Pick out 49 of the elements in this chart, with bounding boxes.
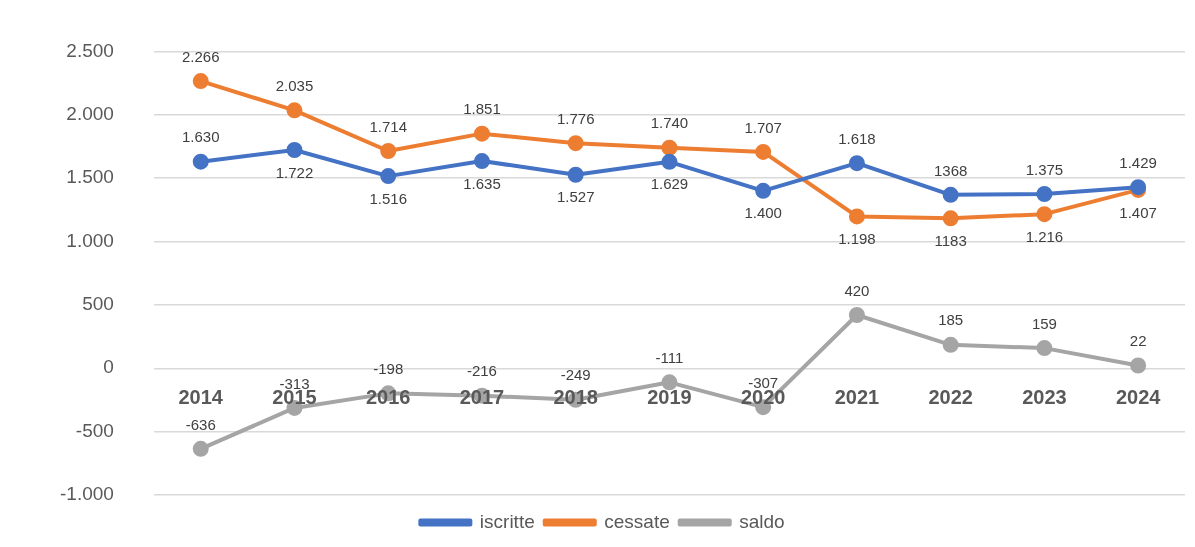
data-label: -216: [466, 362, 497, 380]
data-label: 1.618: [838, 129, 876, 147]
legend-label: cessate: [604, 510, 670, 532]
data-label: 22: [1129, 332, 1147, 350]
data-label: 1.400: [744, 204, 782, 222]
data-label: 420: [844, 281, 870, 299]
data-label: 2.035: [275, 76, 314, 94]
data-label: -198: [373, 359, 404, 377]
legend-label: saldo: [739, 510, 785, 532]
data-label: 1.635: [463, 174, 501, 192]
legend-label: iscritte: [479, 510, 535, 532]
data-label: 1.216: [1025, 227, 1064, 245]
data-label: 1183: [934, 231, 967, 249]
data-label: 185: [938, 311, 964, 329]
data-label: 1.714: [369, 117, 407, 135]
y-tick-label: 2.500: [66, 39, 114, 61]
data-label: 1.629: [650, 175, 689, 193]
y-tick-label: -1.000: [60, 483, 114, 505]
data-label: 1.707: [744, 118, 782, 136]
data-label: -249: [560, 366, 591, 384]
data-label: 1.527: [556, 188, 595, 206]
data-label: 1.722: [275, 163, 314, 181]
y-tick-label: -500: [75, 419, 114, 441]
x-tick-label: 2021: [834, 385, 880, 408]
y-tick-label: 500: [82, 293, 114, 315]
x-tick-label: 2019: [647, 385, 692, 408]
y-tick-label: 0: [103, 356, 114, 378]
x-tick-label: 2023: [1022, 385, 1067, 408]
y-tick-label: 1.500: [66, 166, 114, 188]
x-tick-label: 2024: [1115, 385, 1162, 408]
data-label: 1.516: [369, 189, 407, 207]
x-tick-label: 2014: [178, 385, 224, 408]
data-label: 1.198: [838, 230, 876, 248]
x-tick-label: 2022: [928, 385, 973, 408]
data-label: -636: [185, 415, 216, 433]
data-label: 1.851: [463, 100, 501, 118]
data-label: -111: [655, 348, 684, 366]
data-label: 1368: [933, 161, 968, 179]
data-label: 1.375: [1025, 160, 1064, 178]
y-tick-label: 1.000: [66, 229, 114, 251]
data-label: 1.630: [181, 128, 220, 146]
data-label: 1.429: [1119, 153, 1157, 171]
data-label: 1.407: [1119, 203, 1157, 221]
data-label: 1.740: [650, 114, 689, 132]
data-label: 159: [1031, 314, 1057, 332]
x-tick-label: 2016: [365, 385, 411, 408]
data-label: 1.776: [556, 109, 595, 127]
data-label: 2.266: [181, 47, 220, 65]
y-tick-label: 2.000: [66, 103, 114, 125]
